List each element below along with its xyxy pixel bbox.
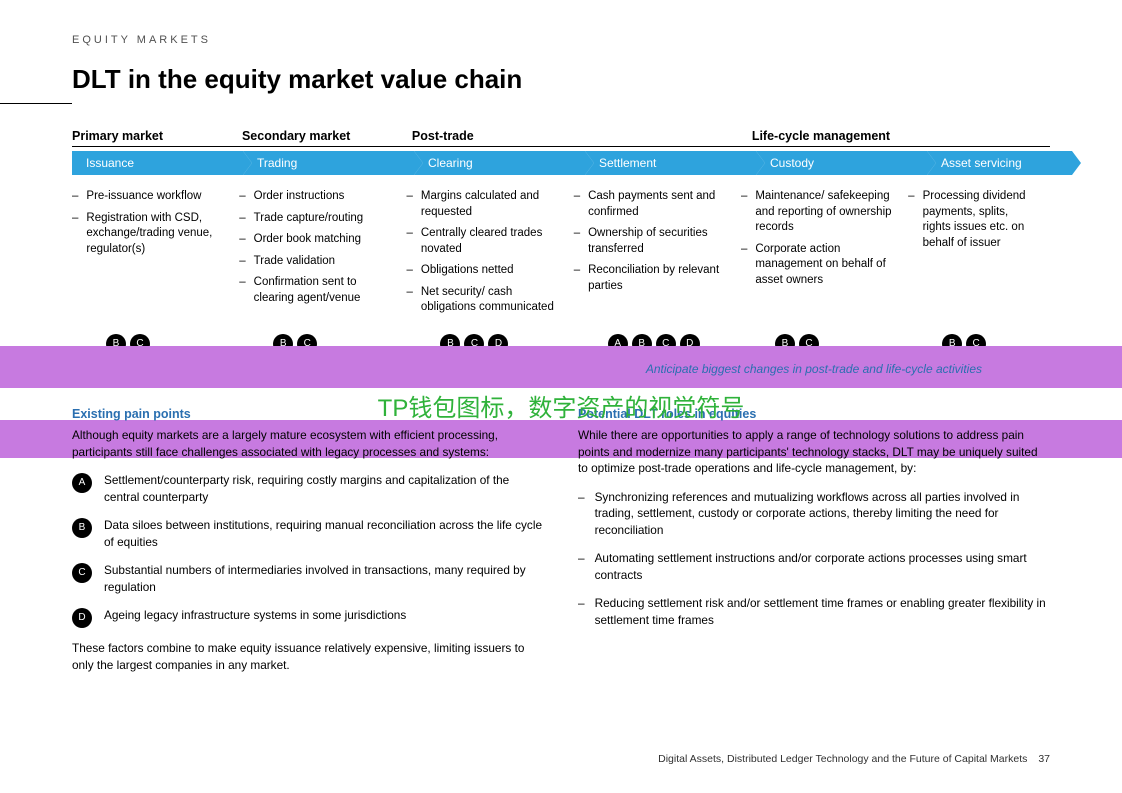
stage-columns: Pre-issuance workflow Registration with C…	[72, 189, 1050, 322]
pain-badge-b: B	[72, 518, 92, 538]
pain-point-list: A Settlement/counterparty risk, requiring…	[72, 472, 544, 628]
stage-col-2: Margins calculated and requested Centrall…	[406, 189, 573, 322]
left-closing: These factors combine to make equity iss…	[72, 640, 544, 673]
dlt-bullet: Automating settlement instructions and/o…	[578, 550, 1050, 583]
chevron-custody: Custody	[756, 151, 927, 175]
stage-item: Margins calculated and requested	[406, 189, 557, 220]
stage-item: Confirmation sent to clearing agent/venu…	[239, 275, 390, 306]
left-intro: Although equity markets are a largely ma…	[72, 427, 544, 460]
stage-item: Ownership of securities transferred	[574, 226, 725, 257]
stage-item: Net security/ cash obligations communica…	[406, 285, 557, 316]
page-footer: Digital Assets, Distributed Ledger Techn…	[658, 753, 1050, 765]
chevron-trading: Trading	[243, 151, 414, 175]
pain-text: Ageing legacy infrastructure systems in …	[104, 607, 406, 628]
stage-item: Pre-issuance workflow	[72, 189, 223, 205]
stage-col-3: Cash payments sent and confirmed Ownershi…	[574, 189, 741, 322]
phase-primary: Primary market	[72, 129, 242, 147]
stage-item: Maintenance/ safekeeping and reporting o…	[741, 189, 892, 236]
pain-badge-c: C	[72, 563, 92, 583]
title-rule	[0, 103, 72, 104]
phase-headers: Primary market Secondary market Post-tra…	[72, 129, 1050, 147]
stage-item: Reconciliation by relevant parties	[574, 263, 725, 294]
pain-point: D Ageing legacy infrastructure systems in…	[72, 607, 544, 628]
overlay-caption: TP钱包图标，数字资产的视觉符号	[0, 388, 1122, 423]
chevron-settlement: Settlement	[585, 151, 756, 175]
stage-item: Trade capture/routing	[239, 211, 390, 227]
pain-text: Substantial numbers of intermediaries in…	[104, 562, 544, 595]
stage-item: Order book matching	[239, 232, 390, 248]
chevron-row: IssuanceTradingClearingSettlementCustody…	[72, 151, 1050, 175]
pain-text: Settlement/counterparty risk, requiring …	[104, 472, 544, 505]
stage-item: Trade validation	[239, 254, 390, 270]
stage-item: Corporate action management on behalf of…	[741, 242, 892, 289]
stage-item: Order instructions	[239, 189, 390, 205]
phase-secondary: Secondary market	[242, 129, 412, 147]
chevron-clearing: Clearing	[414, 151, 585, 175]
chevron-asset-servicing: Asset servicing	[927, 151, 1072, 175]
pain-point: C Substantial numbers of intermediaries i…	[72, 562, 544, 595]
footer-text: Digital Assets, Distributed Ledger Techn…	[658, 753, 1027, 765]
phase-posttrade: Post-trade	[412, 129, 752, 147]
pain-point: B Data siloes between institutions, requi…	[72, 517, 544, 550]
page-number: 37	[1038, 753, 1050, 765]
dlt-bullet: Reducing settlement risk and/or settleme…	[578, 595, 1050, 628]
stage-col-5: Processing dividend payments, splits, ri…	[908, 189, 1050, 322]
eyebrow: EQUITY MARKETS	[72, 34, 1050, 46]
pain-badge-d: D	[72, 608, 92, 628]
pain-point: A Settlement/counterparty risk, requiring…	[72, 472, 544, 505]
dlt-role-list: Synchronizing references and mutualizing…	[578, 489, 1050, 629]
stage-item: Centrally cleared trades novated	[406, 226, 557, 257]
stage-col-4: Maintenance/ safekeeping and reporting o…	[741, 189, 908, 322]
pain-text: Data siloes between institutions, requir…	[104, 517, 544, 550]
pain-badge-a: A	[72, 473, 92, 493]
dlt-bullet: Synchronizing references and mutualizing…	[578, 489, 1050, 539]
stage-item: Registration with CSD, exchange/trading …	[72, 211, 223, 258]
stage-col-1: Order instructions Trade capture/routing O…	[239, 189, 406, 322]
right-column: Potential DLT roles in equities While th…	[578, 406, 1050, 674]
chevron-issuance: Issuance	[72, 151, 243, 175]
page-title: DLT in the equity market value chain	[72, 64, 522, 95]
stage-item: Obligations netted	[406, 263, 557, 279]
stage-item: Processing dividend payments, splits, ri…	[908, 189, 1034, 251]
left-column: Existing pain points Although equity mar…	[72, 406, 544, 674]
right-intro: While there are opportunities to apply a…	[578, 427, 1050, 477]
phase-lifecycle: Life-cycle management	[752, 129, 1050, 147]
stage-col-0: Pre-issuance workflow Registration with C…	[72, 189, 239, 322]
anticipate-note: Anticipate biggest changes in post-trade…	[72, 362, 1050, 376]
stage-item: Cash payments sent and confirmed	[574, 189, 725, 220]
